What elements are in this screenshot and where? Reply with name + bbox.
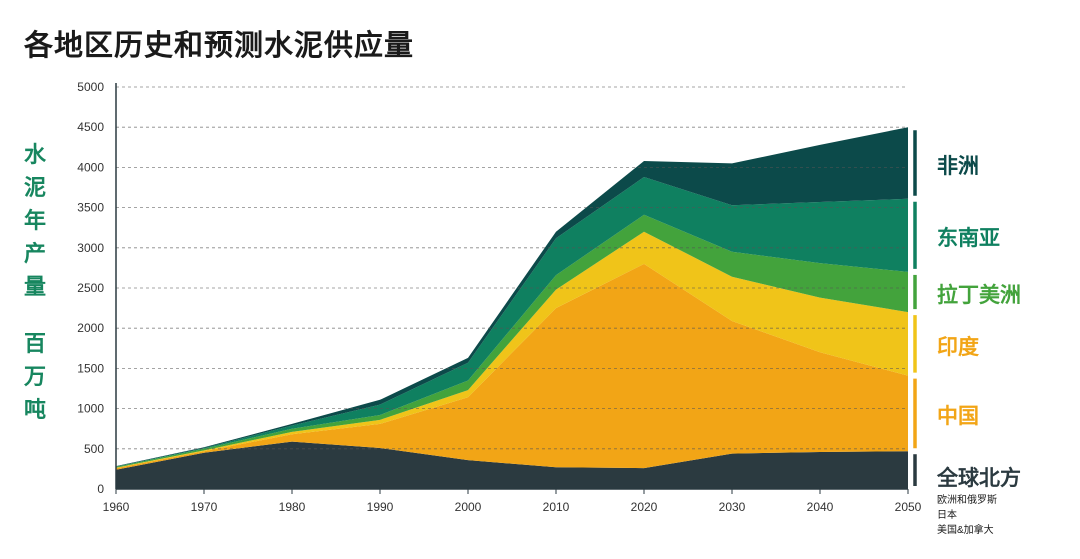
area-series-5 xyxy=(116,127,908,467)
x-tick-label: 2050 xyxy=(895,500,922,514)
y-tick-label: 2000 xyxy=(77,321,104,335)
x-tick-label: 2000 xyxy=(455,500,482,514)
legend-label: 东南亚 xyxy=(937,227,1000,251)
legend-label: 印度 xyxy=(937,335,979,359)
y-tick-label: 1000 xyxy=(77,402,104,416)
legend-label: 拉丁美洲 xyxy=(937,284,1021,308)
legend-sublabels: 欧洲和俄罗斯 日本美国&加拿大 xyxy=(937,493,997,538)
x-tick-label: 1980 xyxy=(279,500,306,514)
y-tick-label: 2500 xyxy=(77,281,104,295)
x-tick-label: 2010 xyxy=(543,500,570,514)
area-series-0 xyxy=(116,441,908,489)
legend-label: 中国 xyxy=(937,405,979,429)
y-tick-label: 0 xyxy=(97,482,104,496)
y-label-char: 万 xyxy=(23,364,46,389)
legend-sublabel: 欧洲和俄罗斯 xyxy=(937,495,997,506)
x-tick-label: 1960 xyxy=(103,500,130,514)
y-tick-label: 500 xyxy=(84,442,104,456)
chart-title: 各地区历史和预测水泥供应量 xyxy=(24,30,415,62)
y-label-char: 百 xyxy=(23,331,46,356)
legend-label: 非洲 xyxy=(937,154,979,178)
y-axis-label: 水泥年产量百万吨 xyxy=(20,138,50,426)
y-tick-label: 3500 xyxy=(77,201,104,215)
y-label-char: 水 xyxy=(23,142,46,167)
y-label-char: 量 xyxy=(23,274,46,299)
x-tick-label: 1970 xyxy=(191,500,218,514)
area-series-2 xyxy=(116,231,908,469)
legend-label: 全球北方 xyxy=(937,467,1021,490)
y-label-char: 产 xyxy=(23,241,46,266)
y-label-char: 泥 xyxy=(23,175,46,200)
area-series-4 xyxy=(116,177,908,467)
y-label-char: 年 xyxy=(23,208,46,233)
legend-sublabel: 美国&加拿大 xyxy=(937,525,994,536)
area-series-1 xyxy=(116,263,908,470)
y-tick-label: 4500 xyxy=(77,120,104,134)
y-tick-label: 3000 xyxy=(77,241,104,255)
x-tick-label: 2020 xyxy=(631,500,658,514)
y-label-char: 吨 xyxy=(23,397,46,422)
y-tick-label: 1500 xyxy=(77,361,104,375)
x-tick-label: 1990 xyxy=(367,500,394,514)
y-tick-label: 4000 xyxy=(77,160,104,174)
legend-sublabel: 日本 xyxy=(937,510,957,521)
x-tick-label: 2030 xyxy=(719,500,746,514)
x-tick-label: 2040 xyxy=(807,500,834,514)
y-tick-label: 5000 xyxy=(77,80,104,94)
